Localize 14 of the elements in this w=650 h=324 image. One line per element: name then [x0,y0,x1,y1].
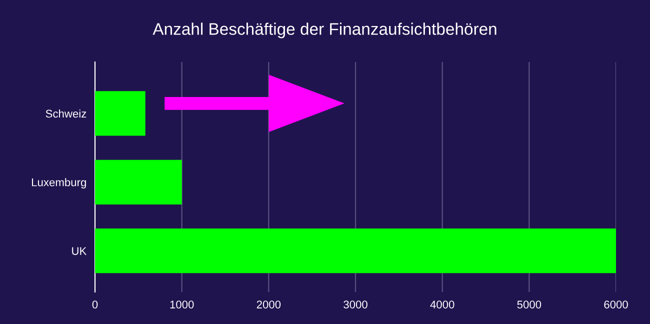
x-tick-label: 2000 [256,300,281,308]
x-tick-label: 6000 [604,300,628,308]
bar [95,91,146,136]
x-tick-label: 5000 [517,300,542,308]
x-tick-label: 1000 [170,300,194,308]
x-tick-label: 4000 [430,300,454,308]
bar [95,228,616,274]
x-tick-label: 3000 [344,300,368,308]
y-tick-label: UK [72,247,87,255]
x-tick-label: 0 [92,300,98,308]
y-tick-label: Luxemburg [32,178,86,188]
chart-title: Anzahl Beschäftige der Finanzaufsichtbehören [152,22,496,38]
y-tick-label: Schweiz [46,109,86,118]
bar [95,160,182,204]
